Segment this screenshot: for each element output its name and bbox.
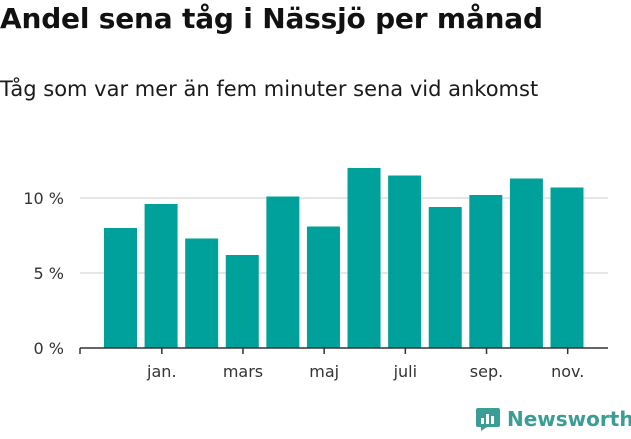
bars (104, 168, 584, 348)
y-tick-label: 5 % (34, 264, 64, 283)
bar (266, 196, 300, 348)
chart-subtitle: Tåg som var mer än fem minuter sena vid … (0, 77, 539, 101)
x-tick-label: sep. (470, 362, 503, 381)
tick-labels: 0 % 5 % 10 % jan. mars maj juli sep. nov. (23, 189, 584, 381)
bar (306, 226, 340, 348)
bar (509, 178, 543, 348)
chart-title: Andel sena tåg i Nässjö per månad (0, 2, 543, 35)
bar (347, 168, 381, 348)
brand-logo: Newsworthy (475, 406, 631, 432)
bar (225, 255, 259, 348)
y-tick-label: 10 % (23, 189, 64, 208)
x-tick-label: nov. (551, 362, 584, 381)
brand-name: Newsworthy (507, 407, 631, 431)
bar (104, 228, 137, 348)
bar (469, 195, 503, 348)
y-tick-label: 0 % (34, 339, 64, 358)
x-axis (79, 347, 608, 354)
x-tick-label: mars (223, 362, 263, 381)
bar (144, 204, 178, 348)
bar (388, 175, 422, 348)
newsworthy-logo-icon (476, 408, 500, 431)
bar (550, 187, 584, 348)
x-tick-label: maj (309, 362, 339, 381)
x-tick-label: juli (393, 362, 417, 381)
bar (185, 238, 219, 348)
bar (428, 207, 462, 348)
x-tick-label: jan. (146, 362, 176, 381)
